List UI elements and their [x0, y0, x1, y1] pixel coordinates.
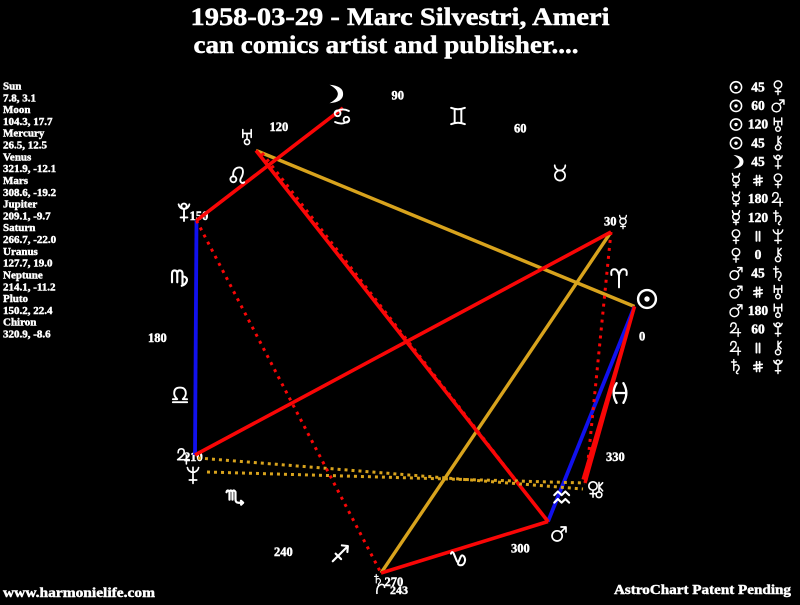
svg-text:Saturn: Saturn: [3, 222, 35, 234]
svg-text:www.harmonielife.com: www.harmonielife.com: [3, 586, 155, 600]
svg-text:45: 45: [751, 266, 765, 281]
svg-text:45: 45: [751, 135, 765, 150]
svg-text:180: 180: [148, 331, 167, 345]
svg-text:AstroChart Patent Pending: AstroChart Patent Pending: [614, 582, 791, 597]
svg-text:45: 45: [751, 154, 765, 169]
svg-text:can comics artist and publishe: can comics artist and publisher....: [194, 32, 579, 59]
svg-text:Neptune: Neptune: [3, 270, 43, 282]
svg-text:60: 60: [751, 98, 765, 113]
svg-text:Mars: Mars: [3, 175, 29, 187]
svg-text:120: 120: [270, 120, 289, 134]
svg-text:320.9, -8.6: 320.9, -8.6: [3, 329, 51, 341]
svg-text:308.6, -19.2: 308.6, -19.2: [3, 187, 57, 199]
svg-text:104.3, 17.7: 104.3, 17.7: [3, 116, 53, 128]
svg-text:330: 330: [606, 450, 625, 464]
svg-text:240: 240: [274, 545, 293, 559]
svg-text:270: 270: [385, 575, 404, 589]
svg-text:Venus: Venus: [3, 151, 32, 163]
svg-text:Jupiter: Jupiter: [3, 199, 37, 211]
svg-text:150.2, 22.4: 150.2, 22.4: [3, 305, 53, 317]
svg-text:300: 300: [511, 542, 530, 556]
svg-text:0: 0: [755, 247, 762, 262]
svg-text:Uranus: Uranus: [3, 246, 39, 258]
svg-text:7.8, 3.1: 7.8, 3.1: [3, 92, 36, 104]
svg-text:150: 150: [190, 209, 209, 223]
svg-text:Moon: Moon: [3, 104, 31, 116]
svg-text:1958-03-29 - Marc Silvestri, A: 1958-03-29 - Marc Silvestri, Ameri: [191, 4, 610, 31]
svg-text:180: 180: [748, 191, 769, 206]
svg-text:60: 60: [751, 322, 765, 337]
svg-text:209.1, -9.7: 209.1, -9.7: [3, 210, 51, 222]
svg-text:Pluto: Pluto: [3, 293, 29, 305]
svg-text:214.1, -11.2: 214.1, -11.2: [3, 281, 56, 293]
svg-text:120: 120: [748, 117, 769, 132]
svg-text:321.9, -12.1: 321.9, -12.1: [3, 163, 56, 175]
svg-text:90: 90: [392, 89, 405, 103]
svg-text:26.5, 12.5: 26.5, 12.5: [3, 140, 48, 152]
svg-text:180: 180: [748, 303, 769, 318]
svg-text:127.7, 19.0: 127.7, 19.0: [3, 258, 53, 270]
svg-text:243: 243: [390, 583, 408, 597]
svg-text:Sun: Sun: [3, 81, 21, 93]
svg-text:120: 120: [748, 210, 769, 225]
svg-text:60: 60: [514, 122, 527, 136]
svg-text:0: 0: [639, 330, 645, 344]
svg-text:Mercury: Mercury: [3, 128, 45, 140]
svg-text:30: 30: [604, 215, 617, 229]
svg-text:45: 45: [751, 80, 765, 95]
svg-text:Chiron: Chiron: [3, 317, 36, 329]
svg-text:266.7, -22.0: 266.7, -22.0: [3, 234, 57, 246]
